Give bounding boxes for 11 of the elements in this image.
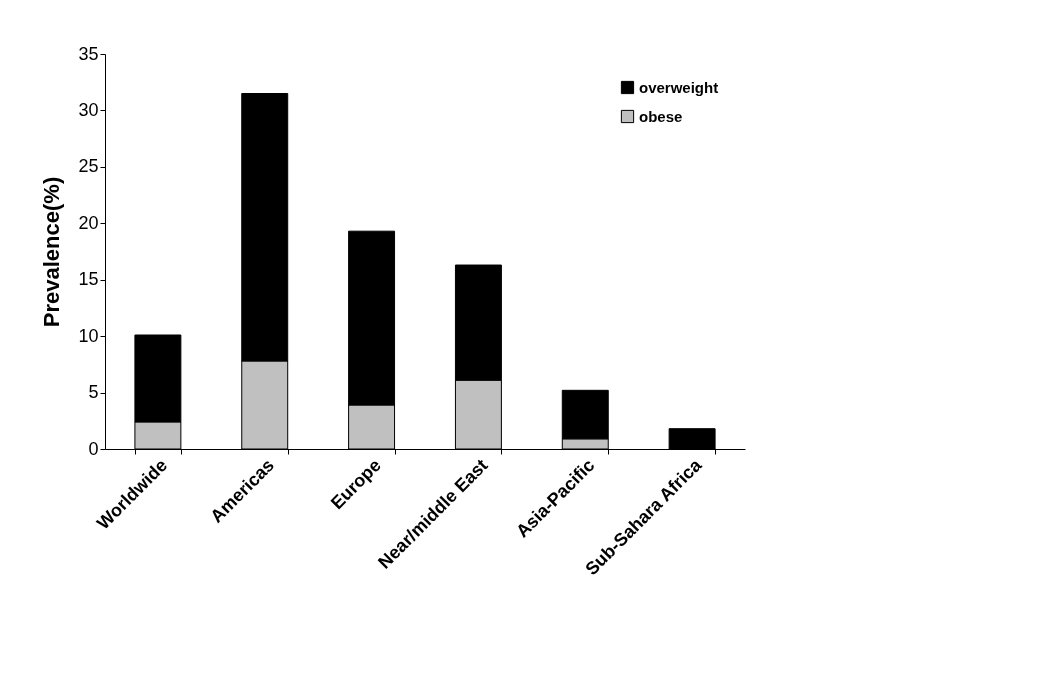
y-tick-label: 5 (88, 382, 99, 403)
y-tick-label: 15 (78, 269, 99, 290)
y-tick-label: 35 (78, 43, 99, 64)
y-tick-label: 10 (78, 325, 99, 346)
y-axis-title: Prevalence(%) (39, 176, 65, 328)
y-tick-label: 20 (78, 212, 99, 233)
y-tick-label: 0 (88, 438, 99, 459)
y-tick-label: 30 (78, 99, 99, 120)
y-tick-label: 25 (78, 156, 99, 177)
legend-label: obese (639, 107, 683, 125)
legend-label: overweight (639, 78, 719, 96)
